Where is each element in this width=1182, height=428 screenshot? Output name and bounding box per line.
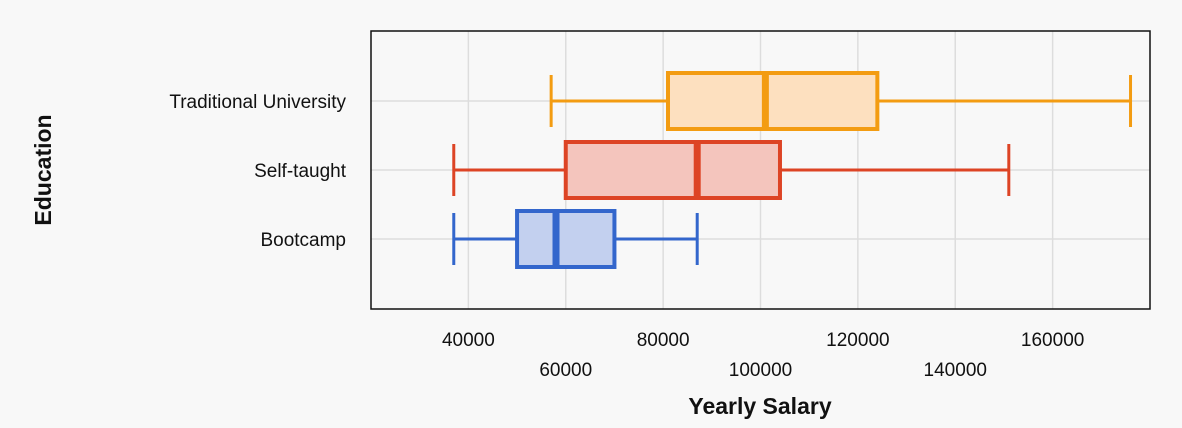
box-group xyxy=(452,140,1011,200)
x-tick-label: 160000 xyxy=(1021,330,1084,351)
x-tick-label: 60000 xyxy=(539,360,592,381)
iqr-box xyxy=(563,140,782,200)
category-label: Self-taught xyxy=(254,161,347,182)
box-group xyxy=(452,209,699,269)
x-tick-label: 140000 xyxy=(924,360,987,381)
box-group xyxy=(549,71,1133,131)
x-tick-label: 100000 xyxy=(729,360,792,381)
plot-frame xyxy=(370,30,1151,310)
x-axis-title: Yearly Salary xyxy=(688,393,831,419)
y-axis-title: Education xyxy=(30,114,56,225)
category-labels: Traditional University Self-taught Bootcam… xyxy=(169,92,346,251)
iqr-box xyxy=(515,209,617,269)
x-tick-label: 120000 xyxy=(826,330,889,351)
iqr-box xyxy=(665,71,880,131)
category-label: Bootcamp xyxy=(260,230,346,251)
x-tick-label: 40000 xyxy=(442,330,495,351)
x-tick-label: 80000 xyxy=(637,330,690,351)
x-tick-labels: 40000 60000 80000 100000 120000 140000 160000 xyxy=(442,330,1084,381)
box-series xyxy=(452,71,1133,269)
category-label: Traditional University xyxy=(169,92,346,113)
